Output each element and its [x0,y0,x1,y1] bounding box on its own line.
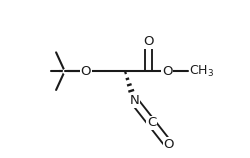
Text: O: O [143,35,154,48]
Text: O: O [162,65,172,78]
Text: O: O [80,65,91,78]
Text: C: C [147,116,156,129]
Text: O: O [164,138,174,151]
Text: N: N [130,94,139,107]
Text: CH$_3$: CH$_3$ [189,64,214,79]
